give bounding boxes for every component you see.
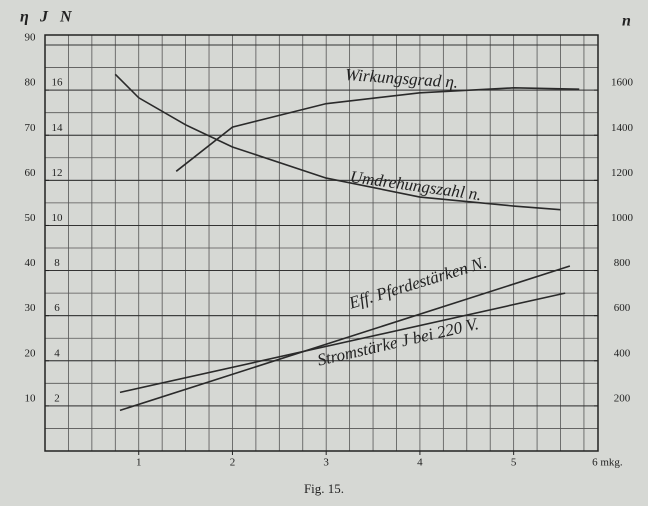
j-axis-label: J xyxy=(39,9,49,26)
y-axis-label: η xyxy=(20,9,29,26)
y2-tick-label: 12 xyxy=(52,167,63,179)
y2-tick-label: 4 xyxy=(54,347,60,359)
y-tick-label: 30 xyxy=(25,302,37,314)
series-line xyxy=(114,73,561,211)
x-tick-label: 5 xyxy=(511,457,517,469)
y3-axis-label: n xyxy=(622,13,631,30)
plot-frame xyxy=(44,34,599,452)
y-tick-label: 90 xyxy=(25,32,37,44)
y2-tick-label: 2 xyxy=(54,392,60,404)
y3-tick-label: 400 xyxy=(614,347,631,359)
y-tick-label: 40 xyxy=(25,257,37,269)
y3-tick-label: 600 xyxy=(614,302,631,314)
y-tick-label: 20 xyxy=(25,347,37,359)
series-line xyxy=(119,265,571,412)
y-tick-label: 70 xyxy=(25,122,37,134)
y3-tick-label: 1000 xyxy=(611,212,634,224)
y2-tick-label: 14 xyxy=(52,122,64,134)
y3-tick-label: 800 xyxy=(614,257,631,269)
series-line xyxy=(119,292,566,394)
x-tick-label: 3 xyxy=(323,457,329,469)
y-tick-label: 80 xyxy=(25,77,37,89)
x-tick-label: 4 xyxy=(417,457,423,469)
series-annotation: Eff. Pferdestärken N. xyxy=(346,253,489,313)
y2-tick-label: 16 xyxy=(52,77,64,89)
y3-tick-label: 1600 xyxy=(611,77,634,89)
y2-tick-label: 6 xyxy=(54,302,60,314)
x-tick-label: 2 xyxy=(230,457,236,469)
series-line xyxy=(175,87,580,172)
y2-tick-label: 10 xyxy=(52,212,64,224)
y3-tick-label: 200 xyxy=(614,392,631,404)
caption: Fig. 15. xyxy=(304,481,344,496)
y-tick-label: 10 xyxy=(25,392,37,404)
y2-axis-label: N xyxy=(59,9,73,26)
series-annotation: Stromstärke J bei 220 V. xyxy=(316,314,481,370)
x-tick-label: 1 xyxy=(136,457,142,469)
y3-tick-label: 1400 xyxy=(611,122,634,134)
y-tick-label: 50 xyxy=(25,212,37,224)
series-annotation: Umdrehungszahl n. xyxy=(349,167,483,204)
y2-tick-label: 8 xyxy=(54,257,60,269)
y3-tick-label: 1200 xyxy=(611,167,634,179)
y-tick-label: 60 xyxy=(25,167,37,179)
x-tick-label: 6 mkg. xyxy=(592,457,623,469)
series-annotation: Wirkungsgrad η. xyxy=(344,65,458,92)
